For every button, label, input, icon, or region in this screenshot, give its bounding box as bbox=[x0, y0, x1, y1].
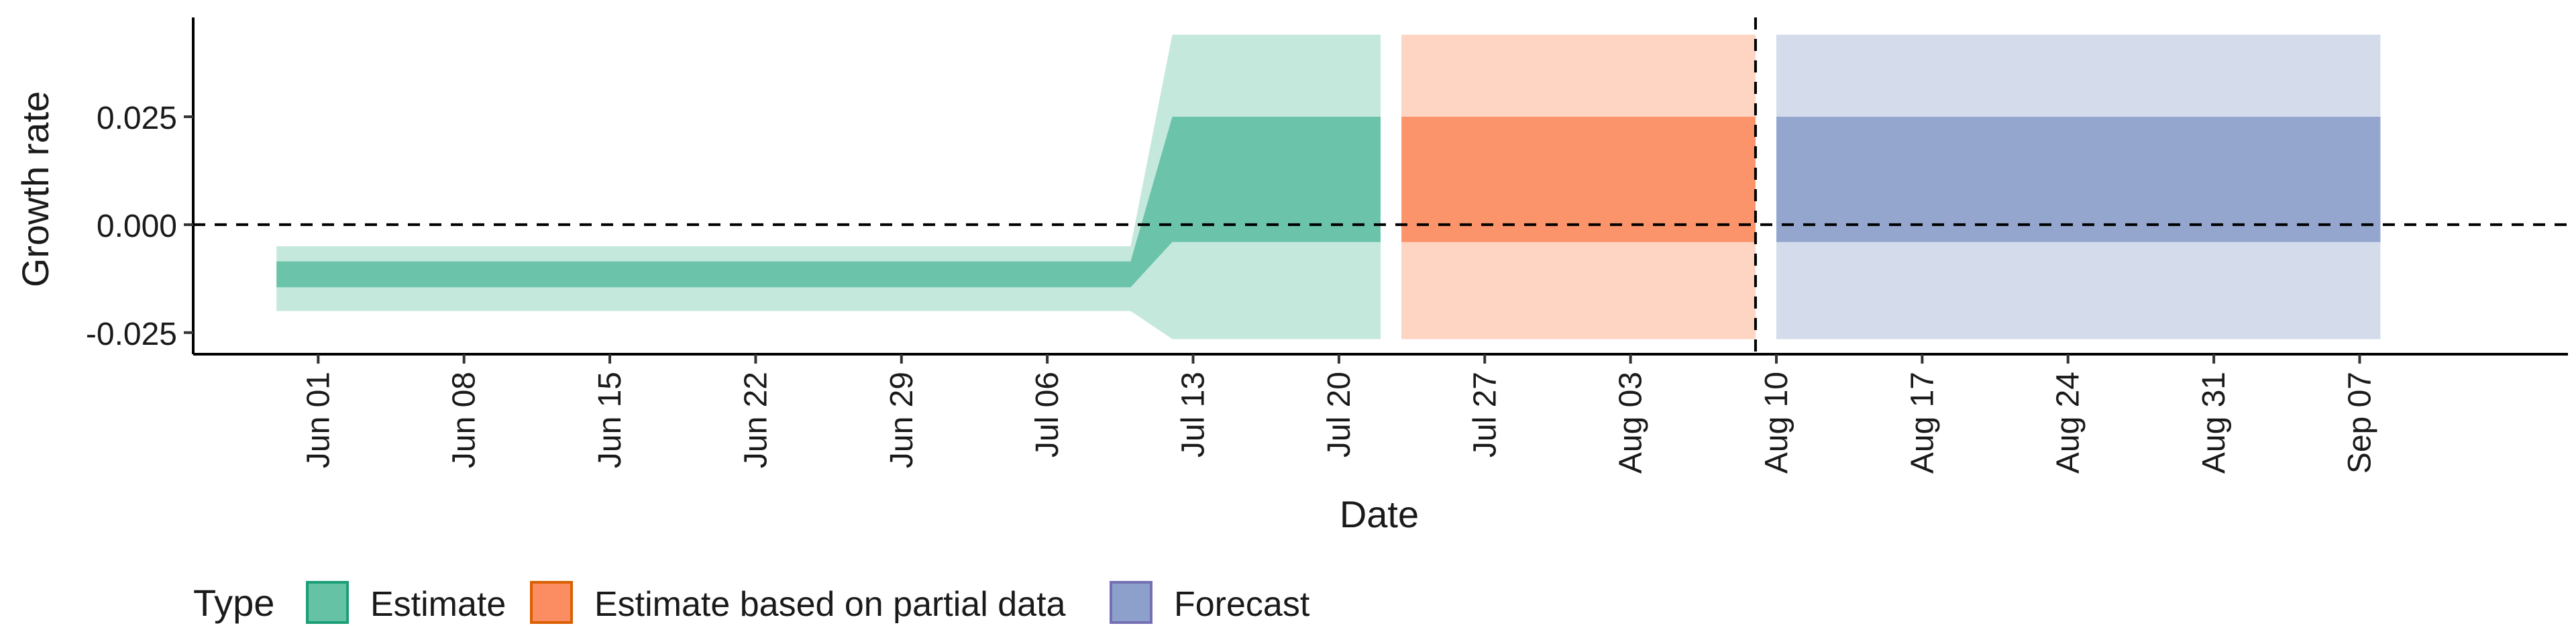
x-tick-label: Jun 22 bbox=[738, 372, 773, 468]
x-tick-label: Jul 13 bbox=[1176, 372, 1212, 458]
y-tick-label: 0.000 bbox=[97, 209, 177, 244]
x-tick-label: Jul 06 bbox=[1030, 372, 1065, 458]
x-tick-label: Aug 10 bbox=[1759, 372, 1794, 474]
ribbon-50-2 bbox=[1776, 117, 2381, 242]
ribbon-50-1 bbox=[1401, 117, 1756, 242]
legend-item-label: Estimate bbox=[370, 585, 506, 624]
x-tick-label: Jun 29 bbox=[884, 372, 920, 468]
x-tick-label: Aug 17 bbox=[1904, 372, 1940, 474]
y-tick-label: 0.025 bbox=[97, 101, 177, 136]
legend-key bbox=[306, 581, 349, 624]
x-tick-label: Aug 31 bbox=[2196, 372, 2232, 474]
y-tick-label: -0.025 bbox=[86, 317, 177, 352]
x-tick-label: Jun 01 bbox=[301, 372, 336, 468]
x-tick-label: Jun 08 bbox=[447, 372, 482, 468]
y-axis-title: Growth rate bbox=[14, 91, 56, 288]
x-axis-title: Date bbox=[1340, 493, 1419, 535]
x-tick-label: Aug 03 bbox=[1613, 372, 1649, 474]
legend-item-label: Forecast bbox=[1174, 585, 1310, 624]
x-tick-label: Sep 07 bbox=[2343, 372, 2378, 474]
ribbon-layer bbox=[276, 34, 2381, 339]
x-tick-label: Aug 24 bbox=[2051, 372, 2086, 474]
x-axis-ticks: Jun 01 Jun 08 Jun 15 Jun 22 Jun 29 Jul 06 Jul … bbox=[301, 354, 2378, 474]
legend-item-label: Estimate based on partial data bbox=[594, 585, 1066, 624]
x-tick-label: Jun 15 bbox=[592, 372, 628, 468]
legend-key bbox=[1110, 581, 1152, 624]
x-tick-label: Jul 27 bbox=[1467, 372, 1503, 458]
ribbon-50-0 bbox=[276, 117, 1381, 288]
x-tick-label: Jul 20 bbox=[1322, 372, 1357, 458]
axes bbox=[192, 17, 2568, 356]
legend-key bbox=[530, 581, 573, 624]
y-axis-ticks: -0.025 0.000 0.025 bbox=[86, 101, 193, 352]
reference-lines bbox=[193, 17, 2568, 354]
legend-title: Type bbox=[193, 582, 274, 624]
legend: Type Estimate Estimate based on partial d… bbox=[193, 581, 1310, 624]
